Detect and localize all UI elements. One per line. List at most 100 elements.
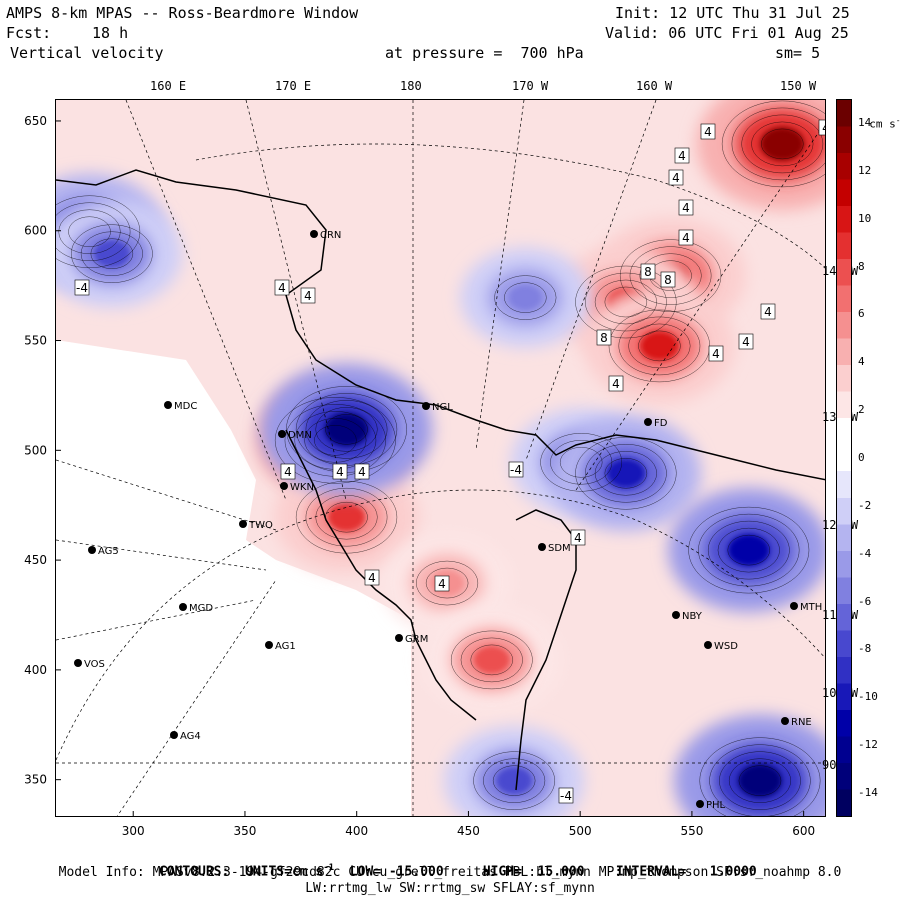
contour-ring-15-3 — [473, 751, 555, 810]
contour-ring-13-3 — [585, 444, 667, 503]
variable-name: Vertical velocity — [10, 44, 164, 62]
contour-ring-16-1 — [738, 765, 782, 796]
contour-label-box-13 — [332, 463, 348, 480]
contour-label-box-17 — [738, 333, 754, 350]
coastline-tam — [285, 429, 477, 721]
contour-ring-13-1 — [604, 458, 648, 489]
contour-ring-16-3 — [719, 751, 801, 810]
contour-label-box-9 — [760, 303, 776, 320]
contour-label-box-21 — [558, 787, 574, 804]
contour-ring-0-1 — [761, 128, 804, 160]
station-label-grm: GRM — [405, 634, 428, 645]
contour-label-box-7 — [640, 263, 656, 280]
contour-label-box-8 — [596, 329, 612, 346]
lon-label-160e: 160 E — [150, 79, 187, 93]
contour-ring-3-1 — [638, 330, 681, 362]
field-feature-16-layer-2 — [737, 763, 783, 798]
smoothing-value: sm= 5 — [775, 44, 821, 62]
contour-label-box-19 — [608, 375, 624, 392]
contour-ring-14-3 — [707, 520, 790, 580]
lon-label-170e: 170 E — [275, 79, 312, 93]
contour-ring-11-2 — [494, 275, 557, 320]
forecast-hours: 18 h — [92, 24, 129, 42]
station-label-ngl: NGL — [432, 402, 453, 413]
station-label-ag5: AG5 — [98, 546, 119, 557]
contour-label-3: 4 — [822, 121, 826, 135]
contour-label-box-10 — [274, 279, 290, 296]
station-dot-wsd — [704, 641, 712, 649]
colorbar-tick-0: 0 — [858, 451, 865, 464]
contour-label-box-15 — [74, 279, 90, 296]
y-tick-label-400: 400 — [24, 663, 47, 677]
contour-label-23: 4 — [438, 577, 446, 591]
graticule — [56, 100, 825, 816]
y-tick-label-550: 550 — [24, 334, 47, 348]
contour-label-4: 4 — [682, 201, 690, 215]
contour-label-6: 8 — [664, 273, 672, 287]
y-tick-label-500: 500 — [24, 443, 47, 457]
contour-ring-14-4 — [698, 513, 800, 587]
lon-label-150w: 150 W — [780, 79, 817, 93]
contour-ring-8-3 — [56, 202, 131, 261]
lon-label-160w: 160 W — [636, 79, 673, 93]
field-feature-3-layer-2 — [639, 330, 679, 361]
station-dot-ngl — [422, 402, 430, 410]
contour-label-box-23 — [434, 575, 450, 592]
station-label-mth: MTH — [800, 602, 822, 613]
contour-label-11: 4 — [304, 289, 312, 303]
contour-ring-12-1 — [559, 447, 603, 478]
contour-label-box-16 — [570, 529, 586, 546]
y-tick-label-350: 350 — [24, 773, 47, 787]
station-label-sdm: SDM — [548, 543, 571, 554]
contour-ring-16-5 — [699, 737, 821, 816]
field-feature-9-layer-2 — [93, 239, 131, 268]
contour-label-box-2 — [700, 123, 716, 140]
contour-ring-11-1 — [504, 282, 547, 313]
contour-ring-1-2 — [639, 253, 702, 298]
contour-label-8: 8 — [600, 331, 608, 345]
colorbar-tick-2: 2 — [858, 403, 865, 417]
contour-ring-7-2 — [460, 637, 523, 683]
colorbar-tick-14: 14 — [858, 115, 872, 129]
contour-ring-1-4 — [619, 239, 722, 312]
lon-label-180: 180 — [400, 79, 422, 93]
contour-ring-2-3 — [585, 272, 667, 332]
colorbar — [836, 99, 852, 817]
x-tick-label-500: 500 — [569, 824, 592, 838]
contour-label-14: 4 — [358, 465, 366, 479]
contour-ring-12-3 — [540, 433, 623, 492]
contour-label-box-3 — [818, 119, 825, 136]
contour-ring-5-2 — [315, 494, 378, 540]
station-label-mgd: MGD — [189, 603, 213, 614]
contour-label-20: -4 — [510, 463, 522, 477]
station-dot-rne — [781, 717, 789, 725]
station-label-rne: RNE — [791, 717, 812, 728]
x-tick-label-550: 550 — [680, 824, 703, 838]
field-feature-13-layer-2 — [606, 458, 646, 489]
station-label-wsd: WSD — [714, 641, 738, 652]
station-dot-ag1 — [265, 641, 273, 649]
colorbar-tick-8: 8 — [858, 259, 865, 273]
contour-label-box-5 — [678, 229, 694, 246]
contour-label-7: 8 — [644, 265, 652, 279]
contour-ring-14-5 — [688, 506, 810, 594]
valid-time: Valid: 06 UTC Fri 01 Aug 25 — [605, 24, 849, 42]
map-title: AMPS 8-km MPAS -- Ross-Beardmore Window — [6, 4, 359, 22]
contour-ring-14-2 — [717, 527, 780, 573]
colorbar-tick-4: 4 — [858, 355, 865, 369]
contour-ring-15-2 — [483, 758, 546, 803]
contour-ring-4-5 — [274, 397, 396, 484]
contour-label-box-6 — [660, 271, 676, 288]
contour-label-15: -4 — [76, 281, 88, 295]
contour-ring-8-2 — [58, 209, 121, 254]
contour-label-box-11 — [300, 287, 316, 304]
forecast-label: Fcst: — [6, 24, 52, 42]
contour-ring-9-3 — [71, 224, 153, 283]
field-feature-7-layer-2 — [473, 645, 510, 674]
contour-label-12: 4 — [284, 465, 292, 479]
station-dot-mgd — [179, 603, 187, 611]
station-dot-mth — [790, 602, 798, 610]
colorbar-units: cm s-1 — [869, 116, 900, 131]
colorbar-tick--12: -12 — [858, 738, 878, 752]
contour-ring-13-2 — [594, 451, 657, 496]
